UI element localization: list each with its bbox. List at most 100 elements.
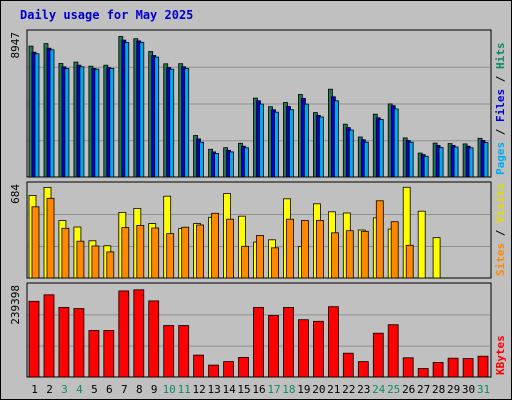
- x-tick-label-26: 26: [402, 383, 415, 396]
- y-max-label-sites: 684: [9, 184, 22, 204]
- traffic-bar-pages-22: [348, 129, 354, 178]
- kbytes-bar-kbytes-10: [163, 325, 175, 378]
- kbytes-bar-kbytes-25: [387, 324, 399, 378]
- legend-item-sites: Sites: [494, 243, 507, 276]
- x-tick-label-3: 3: [61, 383, 68, 396]
- traffic-bar-pages-31: [483, 142, 489, 178]
- traffic-bar-pages-17: [274, 111, 279, 178]
- sites-bar-sites-2: [46, 197, 55, 279]
- traffic-bar-pages-27: [423, 155, 429, 178]
- traffic-bar-pages-12: [199, 141, 205, 178]
- sites-bar-sites-21: [330, 232, 339, 279]
- traffic-bar-pages-26: [408, 141, 414, 178]
- kbytes-bar-kbytes-14: [223, 361, 235, 378]
- legend-item-kbytes: KBytes: [494, 335, 507, 375]
- traffic-bar-pages-20: [318, 116, 324, 178]
- kbytes-bar-kbytes-20: [312, 320, 324, 378]
- sites-bar-sites-4: [76, 240, 85, 279]
- traffic-bar-pages-18: [289, 109, 294, 178]
- x-tick-label-11: 11: [178, 383, 191, 396]
- traffic-bar-pages-5: [94, 68, 100, 178]
- kbytes-bar-kbytes-8: [133, 289, 145, 378]
- traffic-bar-pages-14: [229, 151, 235, 178]
- x-tick-label-17: 17: [267, 383, 280, 396]
- traffic-bar-pages-11: [184, 68, 190, 178]
- traffic-bar-pages-25: [393, 108, 399, 178]
- chart-title: Daily usage for May 2025: [20, 8, 194, 22]
- traffic-bar-pages-7: [124, 42, 130, 178]
- x-tick-label-7: 7: [121, 383, 128, 396]
- legend-item-visits: Visits: [494, 183, 507, 223]
- kbytes-bar-kbytes-4: [73, 308, 85, 378]
- x-tick-label-22: 22: [342, 383, 355, 396]
- traffic-bar-pages-9: [154, 56, 160, 178]
- kbytes-bar-kbytes-21: [327, 306, 339, 378]
- x-tick-label-6: 6: [106, 383, 113, 396]
- traffic-bar-pages-15: [244, 147, 249, 178]
- legend-sites: Sites / Visits: [494, 183, 507, 276]
- kbytes-bar-kbytes-7: [118, 290, 130, 378]
- x-tick-label-4: 4: [76, 383, 83, 396]
- kbytes-bar-kbytes-23: [357, 361, 369, 378]
- sites-bar-sites-26: [405, 244, 414, 279]
- traffic-bar-pages-6: [109, 68, 115, 178]
- sites-bar-sites-24: [375, 200, 384, 279]
- kbytes-bar-kbytes-27: [417, 368, 429, 378]
- kbytes-bar-kbytes-15: [238, 356, 249, 378]
- sites-bar-sites-20: [315, 219, 324, 279]
- kbytes-bar-kbytes-18: [283, 306, 294, 378]
- traffic-bar-pages-23: [363, 141, 369, 178]
- kbytes-bar-kbytes-3: [58, 306, 70, 378]
- kbytes-bar-kbytes-19: [297, 319, 309, 378]
- traffic-bar-pages-28: [438, 147, 444, 178]
- kbytes-bar-kbytes-13: [208, 364, 220, 378]
- kbytes-bar-kbytes-9: [148, 300, 160, 378]
- kbytes-bar-kbytes-31: [477, 355, 489, 378]
- x-tick-label-23: 23: [357, 383, 370, 396]
- x-tick-label-27: 27: [417, 383, 430, 396]
- sites-bar-sites-22: [345, 230, 354, 279]
- kbytes-bar-kbytes-1: [28, 300, 40, 378]
- sites-bar-visits-28: [432, 237, 441, 279]
- sites-bar-sites-17: [271, 247, 279, 279]
- x-tick-label-8: 8: [136, 383, 143, 396]
- traffic-bar-pages-2: [49, 49, 55, 178]
- traffic-bar-pages-3: [64, 68, 70, 178]
- sites-bar-sites-23: [360, 230, 369, 279]
- kbytes-bar-kbytes-6: [103, 330, 115, 378]
- traffic-bar-pages-29: [453, 146, 459, 178]
- traffic-bar-pages-13: [214, 153, 220, 178]
- sites-bar-sites-1: [31, 206, 40, 279]
- sites-bar-sites-10: [166, 233, 175, 279]
- sites-bar-sites-11: [181, 226, 190, 279]
- x-tick-label-18: 18: [282, 383, 295, 396]
- traffic-bar-pages-24: [378, 119, 384, 178]
- sites-bar-sites-5: [91, 245, 100, 279]
- traffic-bar-pages-30: [468, 147, 474, 178]
- x-tick-label-1: 1: [31, 383, 38, 396]
- y-max-label-traffic: 8947: [9, 32, 22, 59]
- x-tick-label-12: 12: [192, 383, 205, 396]
- x-tick-label-19: 19: [297, 383, 310, 396]
- x-tick-label-31: 31: [477, 383, 490, 396]
- sites-bar-sites-14: [226, 218, 235, 279]
- legend-item-files: Files: [494, 89, 507, 122]
- x-tick-label-24: 24: [372, 383, 386, 396]
- y-max-label-kbytes: 239398: [9, 285, 22, 325]
- legend-item-hits: Hits: [494, 43, 507, 70]
- sites-bar-sites-15: [241, 245, 249, 279]
- sites-bar-sites-16: [256, 235, 264, 279]
- traffic-bar-pages-21: [333, 100, 339, 178]
- x-tick-label-2: 2: [46, 383, 53, 396]
- kbytes-bar-kbytes-5: [88, 330, 100, 378]
- sites-bar-sites-7: [121, 227, 130, 279]
- x-tick-label-20: 20: [312, 383, 325, 396]
- sites-bar-sites-18: [286, 218, 294, 279]
- legend-kbytes: KBytes: [494, 335, 507, 375]
- kbytes-bar-kbytes-17: [268, 315, 279, 378]
- kbytes-bar-kbytes-11: [178, 325, 190, 378]
- traffic-bar-pages-16: [259, 103, 264, 178]
- x-tick-label-14: 14: [222, 383, 236, 396]
